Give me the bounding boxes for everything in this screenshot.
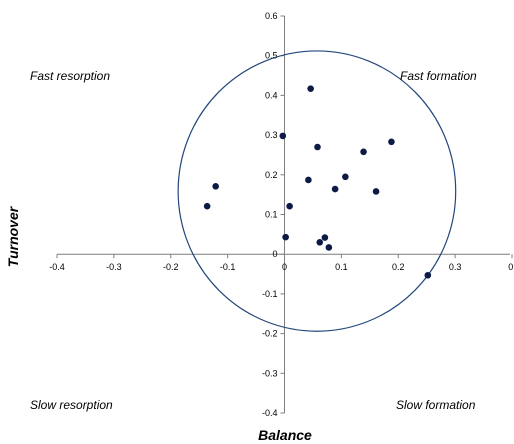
data-point	[203, 202, 211, 210]
confidence-ellipse	[177, 50, 457, 332]
x-tick-label: 0.3	[449, 262, 462, 272]
x-tick-label: -0.3	[106, 262, 122, 272]
data-point	[316, 238, 324, 246]
y-axis-title: Turnover	[5, 205, 21, 267]
data-point	[372, 188, 380, 195]
data-point	[282, 233, 289, 241]
axes: -0.4 -0.3 -0.2 -0.1 0 0.1 0.2 0.3 0. -0.4 -0.3 -0.2…	[49, 11, 514, 418]
quadrant-label-bottom-left: Slow resorption	[30, 398, 113, 412]
x-tick-label: 0.	[508, 262, 514, 272]
data-point	[342, 173, 349, 181]
quadrant-label-bottom-right: Slow formation	[396, 398, 476, 412]
data-point	[331, 185, 339, 193]
data-points	[203, 85, 432, 279]
data-point	[360, 148, 367, 156]
y-tick-label: 0.3	[265, 130, 278, 140]
y-tick-label: -0.4	[262, 408, 278, 418]
quadrant-label-top-left: Fast resorption	[30, 69, 110, 83]
x-tick-label: 0.1	[335, 262, 348, 272]
quadrant-label-top-right: Fast formation	[400, 69, 477, 83]
y-tick-label: 0.4	[265, 90, 278, 100]
data-point	[305, 176, 312, 184]
data-point	[388, 138, 395, 146]
data-point	[325, 244, 333, 251]
confidence-ellipse-layer	[177, 50, 457, 332]
data-point	[321, 234, 329, 241]
x-tick-label: 0.2	[392, 262, 405, 272]
data-point	[286, 202, 293, 210]
y-tick-label: 0.1	[265, 210, 278, 220]
data-point	[424, 271, 432, 279]
y-tick-label: 0.5	[265, 51, 278, 61]
y-tick-label: 0.2	[265, 170, 278, 180]
y-tick-label: 0	[272, 249, 277, 259]
chart-labels: Fast resorption Fast formation Slow reso…	[5, 69, 477, 443]
y-tick-label: -0.2	[262, 329, 278, 339]
x-tick-label: 0	[282, 262, 287, 272]
data-point	[307, 85, 314, 92]
x-tick-label: -0.1	[220, 262, 236, 272]
y-tick-label: 0.6	[265, 11, 278, 21]
y-tick-label: -0.3	[262, 368, 278, 378]
x-axis-title: Balance	[258, 427, 312, 443]
data-point	[279, 132, 287, 140]
x-tick-label: -0.2	[163, 262, 179, 272]
y-tick-label: -0.1	[262, 289, 278, 299]
data-point	[212, 183, 219, 190]
data-point	[314, 143, 321, 151]
x-tick-label: -0.4	[49, 262, 65, 272]
